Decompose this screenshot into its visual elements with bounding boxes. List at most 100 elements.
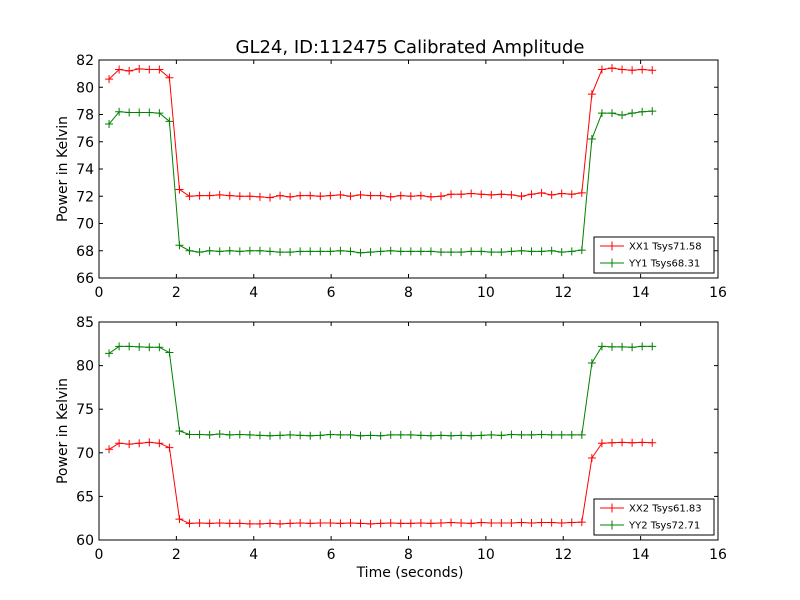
data-point-top-1-9: [195, 248, 204, 257]
data-point-bottom-1-15: [255, 431, 264, 440]
data-point-top-0-18: [286, 192, 295, 201]
data-point-bottom-1-1: [115, 342, 124, 351]
data-point-top-0-47: [577, 188, 586, 197]
series-layer-top: [105, 64, 657, 257]
x-tick-label-bottom-6: 12: [554, 547, 572, 563]
data-point-bottom-0-6: [165, 443, 174, 452]
data-point-bottom-0-32: [426, 519, 435, 528]
x-tick-label-bottom-5: 10: [477, 547, 495, 563]
data-point-top-0-46: [567, 190, 576, 199]
legend-marker-bottom-1: [607, 520, 617, 530]
data-point-top-0-28: [386, 192, 395, 201]
data-point-bottom-0-39: [497, 518, 506, 527]
data-point-bottom-1-46: [567, 430, 576, 439]
x-tick-label-top-3: 6: [327, 285, 336, 301]
data-point-bottom-1-11: [215, 430, 224, 439]
data-point-top-1-19: [296, 247, 305, 256]
data-point-bottom-1-14: [245, 430, 254, 439]
data-point-bottom-1-6: [165, 348, 174, 357]
series-bottom-0: [105, 438, 657, 528]
data-point-bottom-0-17: [276, 519, 285, 528]
series-bottom-1: [105, 342, 657, 440]
x-tick-label-top-6: 12: [554, 285, 572, 301]
data-point-top-1-28: [386, 246, 395, 255]
data-point-bottom-0-52: [628, 438, 637, 447]
data-point-top-0-3: [135, 64, 144, 73]
data-point-bottom-1-17: [276, 431, 285, 440]
data-point-bottom-1-10: [205, 430, 214, 439]
data-point-top-1-10: [205, 246, 214, 255]
data-point-top-1-54: [648, 107, 657, 116]
data-point-bottom-0-31: [416, 518, 425, 527]
data-point-bottom-1-7: [175, 427, 184, 435]
data-point-top-0-52: [628, 66, 637, 75]
data-point-bottom-1-2: [125, 342, 134, 351]
x-tick-label-bottom-1: 2: [172, 547, 181, 563]
data-point-bottom-1-39: [497, 431, 506, 440]
xlabel-bottom: Time (seconds): [356, 565, 464, 581]
data-point-top-1-41: [517, 246, 526, 255]
data-point-top-0-39: [497, 190, 506, 199]
data-point-bottom-0-51: [618, 438, 627, 447]
y-tick-label-top-2: 70: [76, 217, 94, 233]
data-point-top-0-14: [245, 192, 254, 201]
legend-top: XX1 Tsys71.58 YY1 Tsys68.31: [593, 236, 715, 274]
data-point-top-1-50: [607, 109, 616, 118]
data-point-top-0-37: [477, 190, 486, 199]
y-tick-label-bottom-4: 80: [76, 359, 94, 375]
data-point-top-0-0: [105, 75, 114, 84]
data-point-bottom-0-47: [577, 518, 586, 527]
data-point-bottom-1-0: [105, 349, 114, 358]
data-point-top-1-18: [286, 248, 295, 257]
data-point-bottom-1-51: [618, 342, 627, 351]
data-point-bottom-0-48: [587, 454, 596, 463]
data-point-bottom-1-33: [436, 431, 445, 440]
data-point-bottom-0-50: [607, 438, 616, 447]
legend-entry-bottom-0: XX2 Tsys61.83: [600, 503, 702, 515]
data-point-top-0-1: [115, 65, 124, 74]
data-point-top-0-16: [265, 193, 274, 202]
data-point-top-0-35: [457, 190, 466, 199]
data-point-top-1-4: [145, 108, 154, 117]
data-point-bottom-1-52: [628, 343, 637, 352]
data-point-bottom-1-18: [286, 430, 295, 439]
data-point-top-1-32: [426, 247, 435, 256]
data-point-top-1-15: [255, 246, 264, 255]
data-point-top-1-8: [185, 246, 194, 255]
legend-entry-top-1: YY1 Tsys68.31: [600, 258, 700, 270]
data-point-bottom-0-35: [457, 518, 466, 527]
data-point-bottom-1-41: [517, 430, 526, 439]
data-point-top-0-12: [225, 191, 234, 200]
data-point-top-1-1: [115, 107, 124, 116]
data-point-top-0-33: [436, 192, 445, 201]
data-point-bottom-1-40: [507, 430, 516, 439]
data-point-top-0-48: [587, 90, 596, 99]
data-point-top-0-2: [125, 66, 134, 75]
legend-box-bottom: [593, 498, 715, 536]
data-point-top-0-53: [638, 65, 647, 74]
x-tick-label-top-7: 14: [632, 285, 650, 301]
data-point-bottom-0-19: [296, 518, 305, 527]
data-point-top-1-27: [376, 247, 385, 256]
data-point-top-1-25: [356, 248, 365, 257]
data-point-bottom-1-53: [638, 342, 647, 351]
data-point-top-0-17: [276, 191, 285, 200]
legend-bottom: XX2 Tsys61.83 YY2 Tsys72.71: [593, 498, 715, 536]
data-point-top-1-0: [105, 120, 114, 129]
data-point-top-0-45: [557, 189, 566, 198]
data-point-top-0-19: [296, 191, 305, 200]
data-point-bottom-0-13: [235, 519, 244, 528]
x-tick-label-top-8: 16: [709, 285, 727, 301]
data-point-bottom-0-24: [346, 518, 355, 527]
figure-title: GL24, ID:112475 Calibrated Amplitude: [236, 37, 585, 58]
data-point-top-0-8: [185, 192, 194, 201]
data-point-top-1-34: [447, 248, 456, 257]
data-point-bottom-0-25: [356, 519, 365, 528]
data-point-top-0-34: [447, 190, 456, 199]
data-point-bottom-1-4: [145, 343, 154, 352]
data-point-bottom-1-9: [195, 430, 204, 439]
data-point-bottom-0-37: [477, 518, 486, 527]
x-tick-label-bottom-4: 8: [404, 547, 413, 563]
